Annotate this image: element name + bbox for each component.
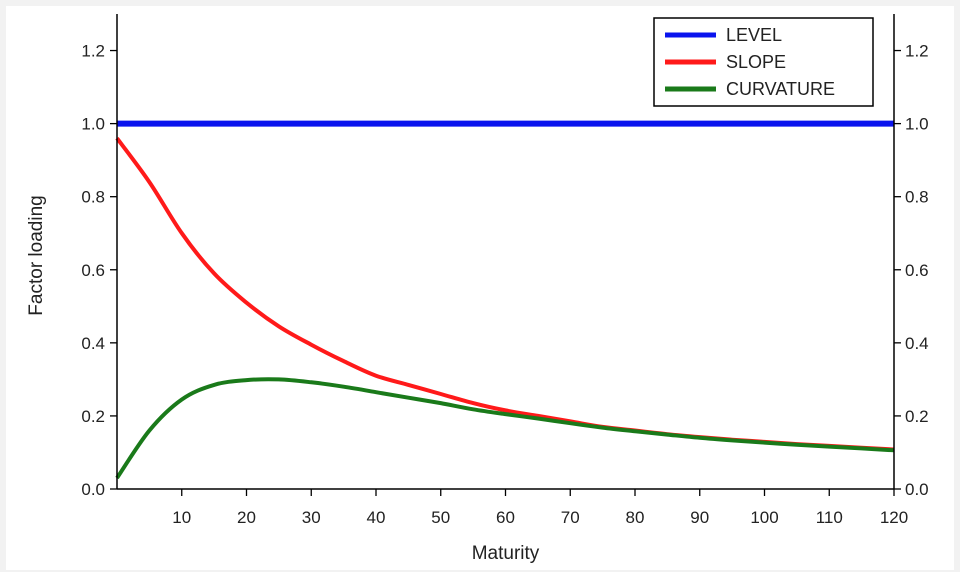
legend-label-curvature: CURVATURE — [726, 79, 835, 99]
y-tick-label-left: 1.2 — [81, 42, 105, 61]
plot-area — [115, 120, 895, 480]
y-tick-label-left: 1.0 — [81, 115, 105, 134]
y-tick-label-right: 0.0 — [905, 480, 929, 499]
y-tick-label-right: 0.2 — [905, 407, 929, 426]
y-tick-label-left: 0.4 — [81, 334, 105, 353]
x-tick-label: 110 — [816, 508, 843, 527]
series-line-curvature — [115, 377, 895, 480]
y-ticks: 0.0 0.0 0.2 0.2 0.4 0.4 0.6 0.6 0.8 0.8 1.0 1.0 1.2 1… — [81, 42, 928, 499]
x-axis-title: Maturity — [472, 543, 540, 564]
y-tick-label-right: 1.0 — [905, 115, 929, 134]
y-tick-label-left: 0.6 — [81, 261, 105, 280]
y-tick-label-left: 0.2 — [81, 407, 105, 426]
x-tick-label: 20 — [237, 508, 256, 527]
y-tick-label-left: 0.0 — [81, 480, 105, 499]
x-tick-label: 90 — [690, 508, 709, 527]
y-axis-title: Factor loading — [26, 195, 47, 315]
legend-label-level: LEVEL — [726, 25, 782, 45]
legend: LEVEL SLOPE CURVATURE — [653, 17, 874, 107]
x-tick-label: 100 — [750, 508, 778, 527]
x-tick-label: 40 — [367, 508, 386, 527]
y-tick-label-right: 1.2 — [905, 42, 929, 61]
x-tick-label: 50 — [431, 508, 450, 527]
y-tick-label-left: 0.8 — [81, 188, 105, 207]
y-tick-label-right: 0.4 — [905, 334, 929, 353]
x-tick-label: 70 — [561, 508, 580, 527]
x-tick-label: 80 — [626, 508, 645, 527]
x-ticks: 10 20 30 40 50 60 70 80 90 100 110 120 — [172, 489, 908, 527]
x-tick-label: 10 — [172, 508, 191, 527]
y-tick-label-right: 0.6 — [905, 261, 929, 280]
x-tick-label: 120 — [880, 508, 908, 527]
y-tick-label-right: 0.8 — [905, 188, 929, 207]
legend-label-slope: SLOPE — [726, 52, 786, 72]
x-tick-label: 30 — [302, 508, 321, 527]
x-tick-label: 60 — [496, 508, 515, 527]
